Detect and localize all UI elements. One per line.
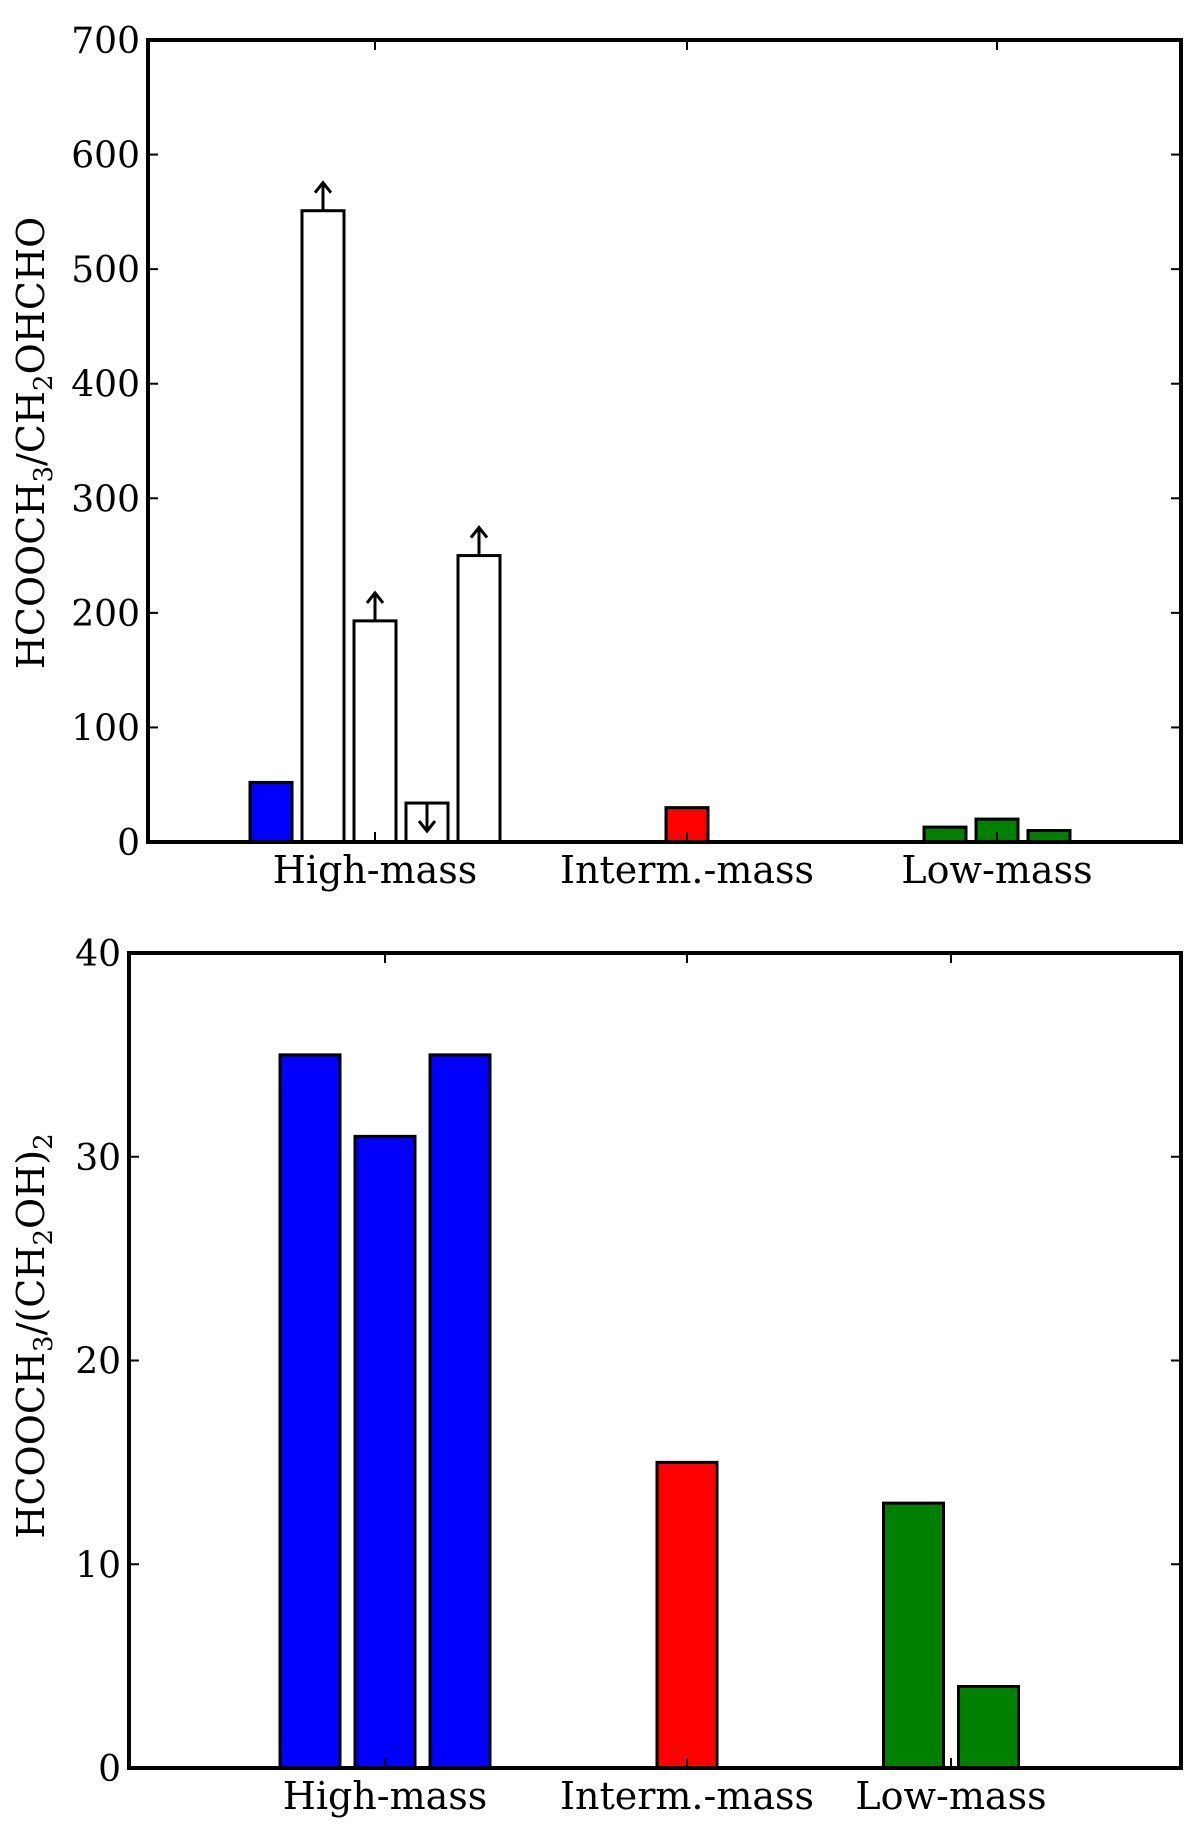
bottom-chart-y-ticks: 0 10 20 30 40 (75, 934, 1181, 1790)
top-chart-bars (248, 209, 1072, 844)
bottom-chart-category-labels: High-mass Interm.-mass Low-mass (283, 953, 1047, 1818)
top-chart-y-ticks: 0 100 200 300 400 500 600 700 (71, 21, 1181, 864)
bot-y-label-part: OH) (9, 1150, 53, 1229)
bot-y-label-part: HCOOCH (9, 1352, 53, 1539)
top-y-label-part: OHCHO (9, 217, 53, 375)
top-y-label-part: HCOOCH (9, 483, 53, 670)
bot-bar (957, 1685, 1020, 1770)
bot-y-label-part: /(CH (9, 1246, 53, 1336)
bot-y-tick-label: 40 (75, 934, 121, 975)
top-y-label-subscript: 3 (29, 466, 59, 483)
top-bar (300, 209, 346, 844)
lower-limit-arrow-head (469, 525, 489, 539)
upper-limit-arrow-head (417, 820, 437, 834)
top-y-tick-label: 300 (71, 479, 140, 520)
top-chart-frame (146, 38, 1183, 844)
bot-y-label-subscript: 3 (29, 1335, 59, 1352)
top-y-tick-label: 500 (71, 250, 140, 291)
bot-category-label: Interm.-mass (560, 1774, 814, 1818)
top-y-tick-label: 200 (71, 594, 140, 635)
bottom-chart-y-axis-label: HCOOCH3/(CH2OH)2 (9, 1133, 59, 1538)
top-y-tick-label: 600 (71, 136, 140, 177)
bot-category-label: High-mass (283, 1774, 488, 1818)
top-category-label: High-mass (273, 848, 478, 892)
top-chart-category-labels: High-mass Interm.-mass Low-mass (273, 40, 1093, 892)
bot-y-label-subscript: 2 (29, 1133, 59, 1150)
top-y-label-subscript: 2 (29, 374, 59, 391)
bot-bar (655, 1460, 719, 1770)
lower-limit-arrow-head (365, 590, 385, 604)
top-y-tick-label: 100 (71, 708, 140, 749)
top-bar (352, 619, 398, 844)
top-bar (456, 554, 502, 844)
bot-bar (428, 1053, 492, 1770)
bot-bar (882, 1501, 945, 1770)
bot-y-tick-label: 10 (75, 1545, 121, 1586)
lower-limit-arrow-head (313, 180, 333, 194)
top-category-label: Interm.-mass (560, 848, 814, 892)
bottom-chart-frame (127, 951, 1183, 1770)
bot-bar (278, 1053, 342, 1770)
bot-y-tick-label: 0 (98, 1749, 121, 1790)
top-y-tick-label: 400 (71, 365, 140, 406)
top-bar (922, 825, 968, 844)
top-y-label-part: /CH (9, 391, 53, 466)
bot-y-label-subscript: 2 (29, 1229, 59, 1246)
bot-y-tick-label: 30 (75, 1138, 121, 1179)
bot-bar (353, 1134, 417, 1770)
bot-y-tick-label: 20 (75, 1342, 121, 1383)
top-chart: 0 100 200 300 400 500 600 700 High-mass Interm.-… (9, 21, 1183, 892)
top-y-tick-label: 0 (117, 823, 140, 864)
top-chart-y-axis-label: HCOOCH3/CH2OHCHO (9, 217, 59, 670)
bot-category-label: Low-mass (855, 1774, 1046, 1818)
top-bar (248, 780, 294, 844)
top-chart-limit-markers (313, 180, 489, 834)
top-category-label: Low-mass (901, 848, 1092, 892)
bottom-chart-bars (278, 1053, 1020, 1770)
top-y-tick-label: 700 (71, 21, 140, 62)
